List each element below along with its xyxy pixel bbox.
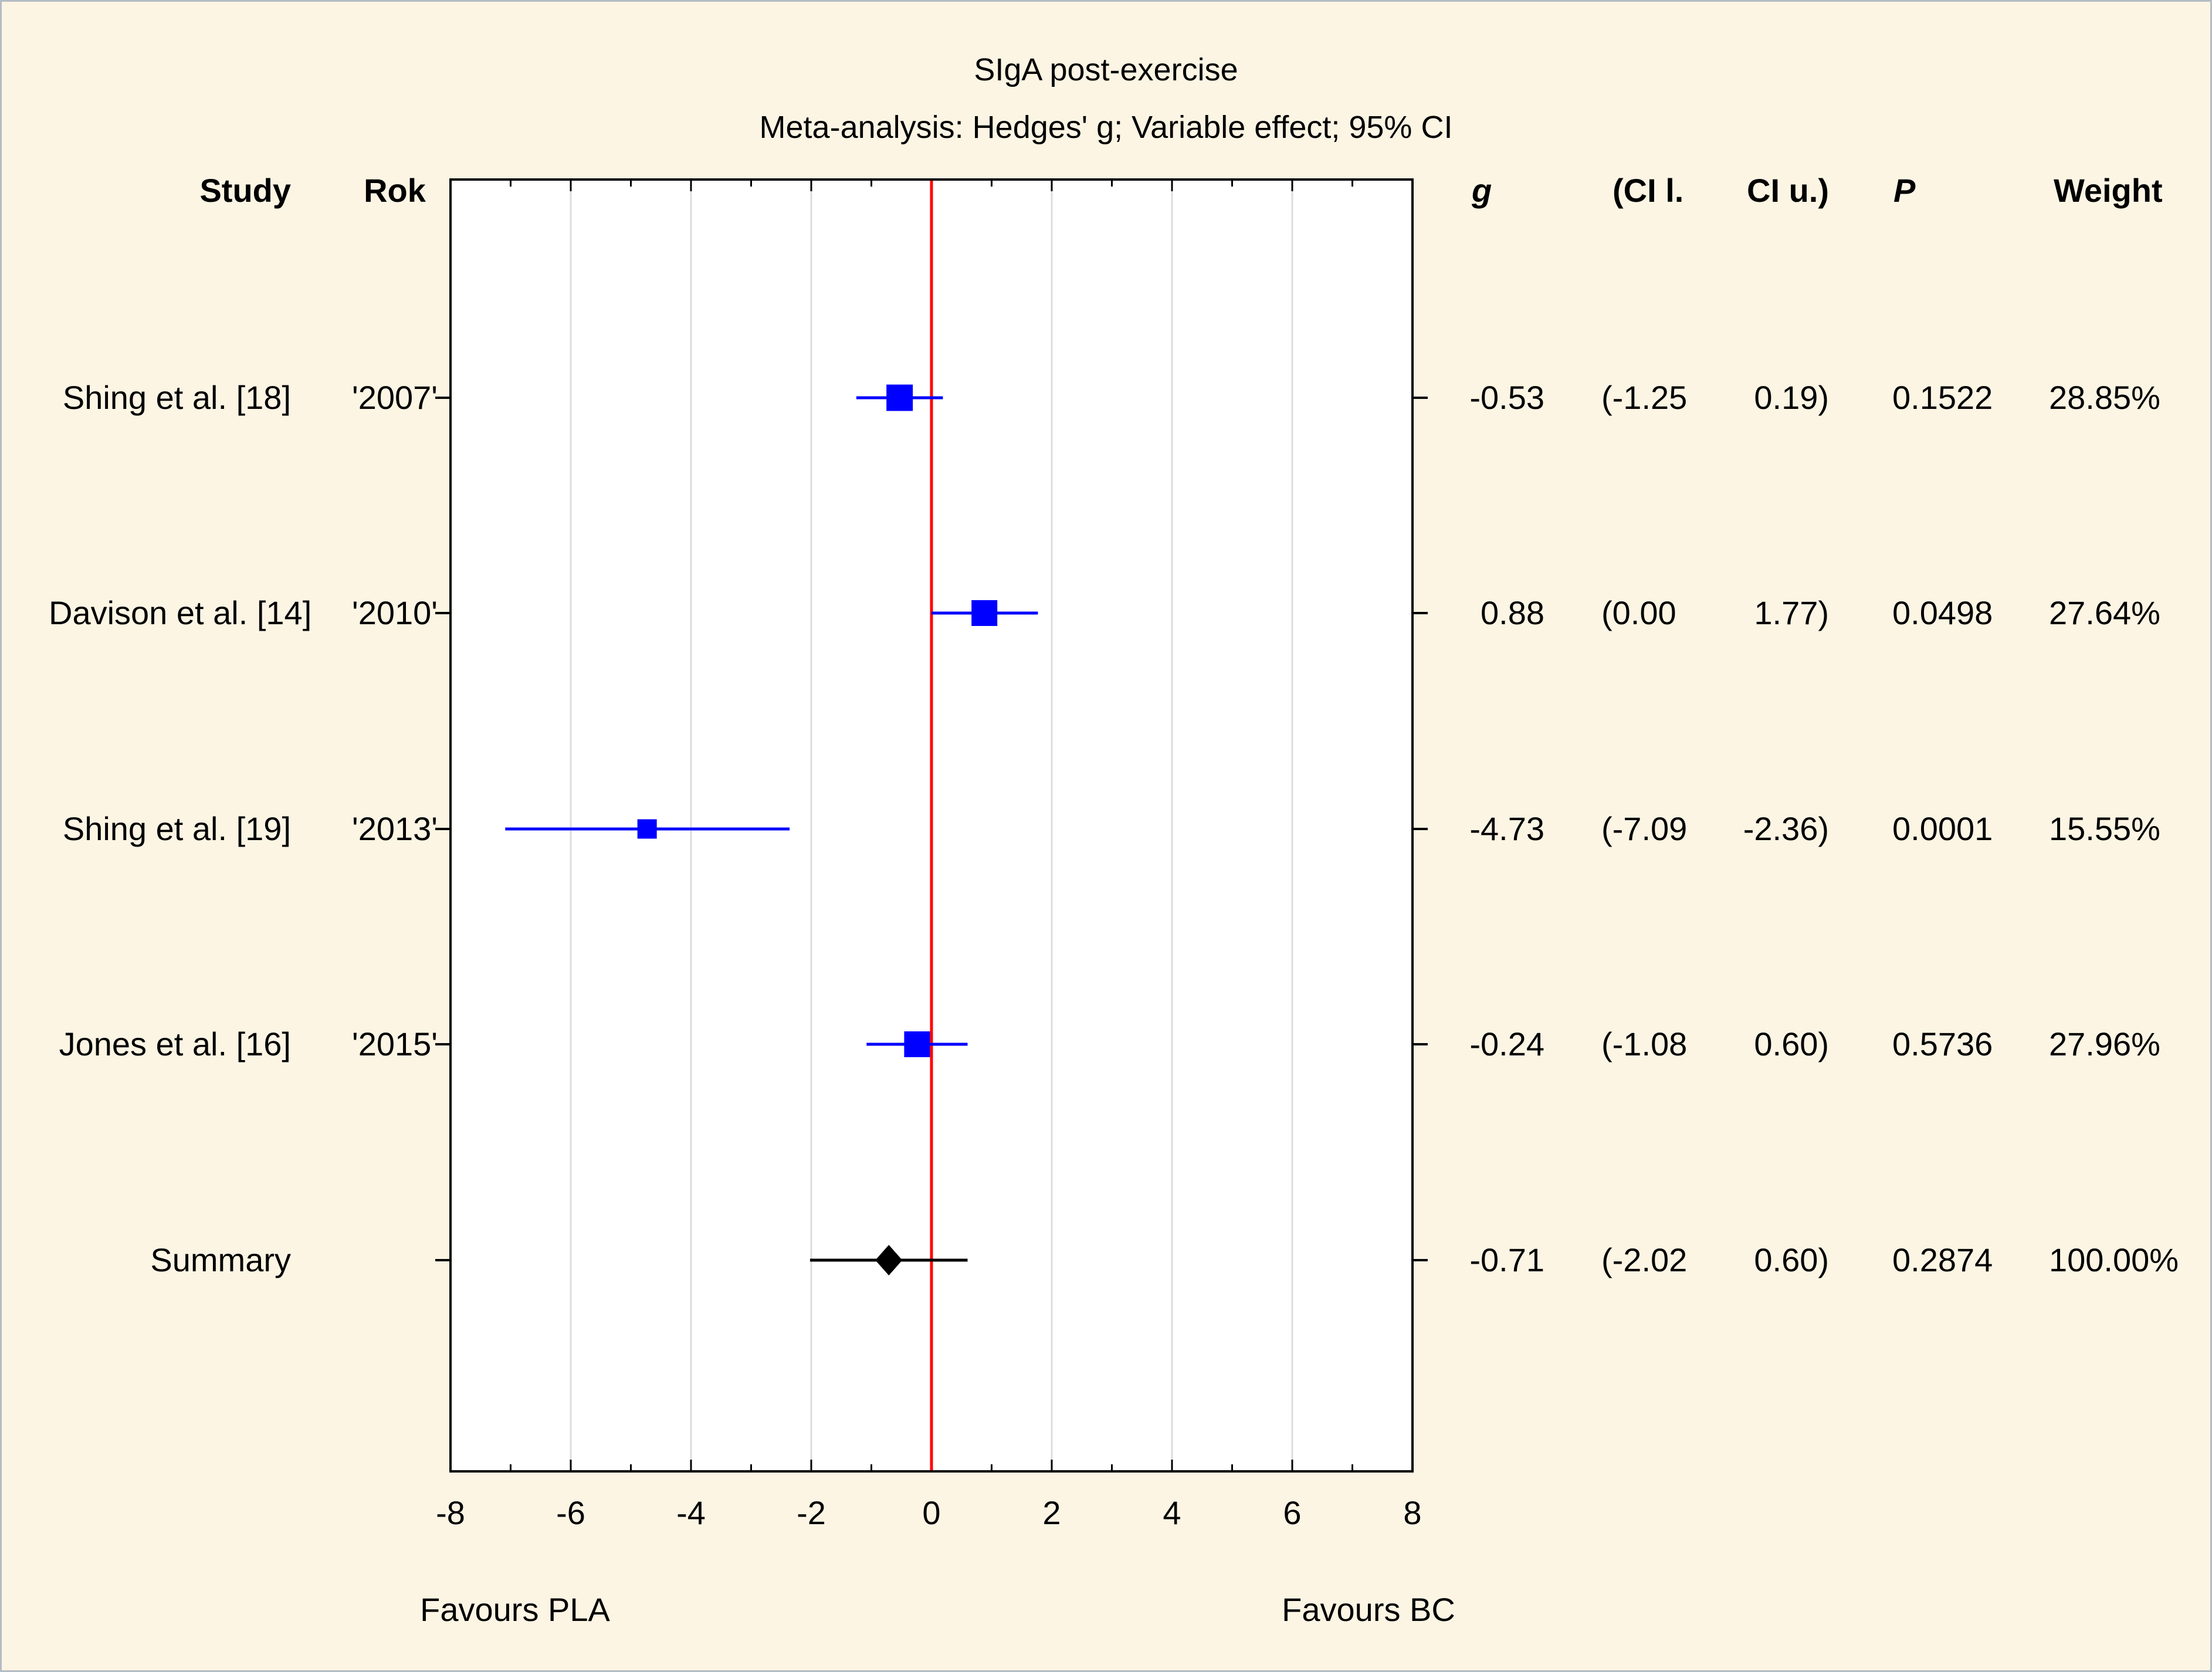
weight-value: 27.64% (2049, 594, 2160, 631)
effect-marker (971, 600, 998, 626)
p-value: 0.0498 (1892, 594, 1993, 631)
favours-bc-label: Favours BC (1282, 1591, 1455, 1628)
study-label: Shing et al. [18] (62, 379, 291, 416)
summary-diamond (875, 1245, 903, 1275)
ci-lower-value: (-7.09 (1601, 810, 1688, 847)
x-axis-tick-label: -4 (676, 1494, 706, 1531)
effect-marker (904, 1031, 930, 1057)
ci-lower-value: (-2.02 (1601, 1241, 1688, 1278)
weight-value: 15.55% (2049, 810, 2160, 847)
weight-value: 28.85% (2049, 379, 2160, 416)
column-header-ci-lower: (CI l. (1613, 172, 1684, 209)
ci-upper-value: 0.19) (1754, 379, 1829, 416)
x-axis-tick-label: -2 (797, 1494, 826, 1531)
g-value: 0.88 (1481, 594, 1544, 631)
ci-upper-value: 0.60) (1754, 1241, 1829, 1278)
rok-label: '2015' (352, 1025, 438, 1062)
rok-label: '2013' (352, 810, 438, 847)
g-value: -0.53 (1469, 379, 1544, 416)
chart-title: SIgA post-exercise (974, 52, 1238, 87)
effect-marker (886, 384, 913, 411)
ci-lower-value: (-1.08 (1601, 1025, 1688, 1062)
study-label: Jones et al. [16] (59, 1025, 291, 1062)
x-axis-tick-label: 4 (1163, 1494, 1181, 1531)
x-axis-tick-label: -8 (436, 1494, 465, 1531)
forest-plot-canvas (435, 178, 1428, 1473)
x-axis-tick-label: 8 (1403, 1494, 1422, 1531)
x-axis-tick-label: 2 (1042, 1494, 1061, 1531)
favours-pla-label: Favours PLA (420, 1591, 610, 1628)
ci-lower-value: (0.00 (1601, 594, 1676, 631)
weight-value: 27.96% (2049, 1025, 2160, 1062)
ci-upper-value: 1.77) (1754, 594, 1829, 631)
weight-value: 100.00% (2049, 1241, 2179, 1278)
chart-subtitle: Meta-analysis: Hedges' g; Variable effec… (759, 110, 1453, 145)
study-label: Shing et al. [19] (62, 810, 291, 847)
column-header-ci-upper: CI u.) (1747, 172, 1829, 209)
column-header-g: g (1472, 172, 1492, 209)
rok-label: '2010' (352, 594, 438, 631)
p-value: 0.0001 (1892, 810, 1993, 847)
g-value: -4.73 (1469, 810, 1544, 847)
ci-upper-value: -2.36) (1743, 810, 1829, 847)
p-value: 0.5736 (1892, 1025, 1993, 1062)
x-axis-tick-label: -6 (556, 1494, 585, 1531)
column-header-weight: Weight (2054, 172, 2163, 209)
rok-label: '2007' (352, 379, 438, 416)
x-axis-tick-label: 0 (922, 1494, 941, 1531)
column-header-p: P (1893, 172, 1916, 209)
g-value: -0.71 (1469, 1241, 1544, 1278)
ci-upper-value: 0.60) (1754, 1025, 1829, 1062)
plot-frame (449, 178, 1414, 1473)
column-header-study: Study (199, 172, 291, 209)
p-value: 0.2874 (1892, 1241, 1993, 1278)
column-header-rok: Rok (364, 172, 426, 209)
x-axis-tick-label: 6 (1283, 1494, 1302, 1531)
study-label: Davison et al. [14] (49, 594, 312, 631)
p-value: 0.1522 (1892, 379, 1993, 416)
g-value: -0.24 (1469, 1025, 1544, 1062)
study-label: Summary (150, 1241, 291, 1278)
ci-lower-value: (-1.25 (1601, 379, 1688, 416)
effect-marker (637, 819, 657, 839)
